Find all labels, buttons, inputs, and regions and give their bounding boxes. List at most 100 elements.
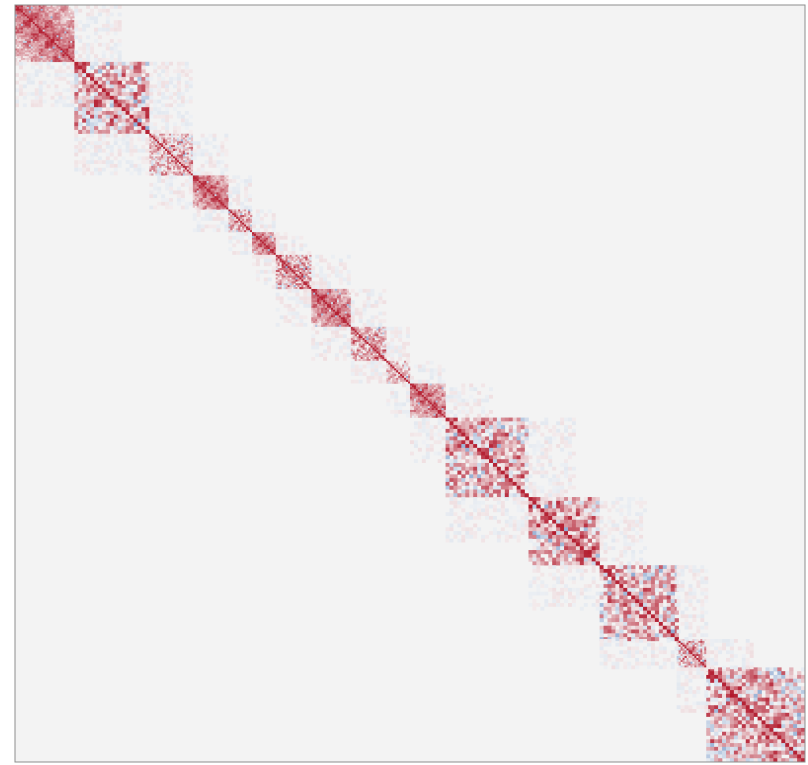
heatmap-cell <box>366 328 369 331</box>
heatmap-cell <box>46 18 49 21</box>
heatmap-cell <box>210 175 213 178</box>
heatmap-cell <box>504 474 510 479</box>
heatmap-cell <box>358 328 361 331</box>
heatmap-cell <box>305 256 308 259</box>
heatmap-cell <box>607 572 612 577</box>
heatmap-cell <box>285 256 288 259</box>
heatmap-cell <box>647 637 652 642</box>
heatmap-cell <box>58 22 61 25</box>
heatmap-cell <box>255 241 259 244</box>
heatmap-cell <box>453 474 458 479</box>
heatmap-cell <box>544 546 549 551</box>
heatmap-cell <box>611 629 616 634</box>
heatmap-cell <box>321 319 324 322</box>
heatmap-cell <box>129 129 134 134</box>
heatmap-cell <box>500 447 506 452</box>
heatmap-cell <box>595 512 600 517</box>
heatmap-cell <box>346 296 350 299</box>
heatmap-cell <box>226 192 229 195</box>
heatmap-cell <box>283 264 286 267</box>
heatmap-cell <box>643 614 648 619</box>
heatmap-cell <box>603 606 608 611</box>
heatmap-cell <box>129 69 134 74</box>
heatmap-cell <box>690 656 693 659</box>
heatmap-cell <box>36 10 39 13</box>
heatmap-cell <box>378 326 381 329</box>
heatmap-cell <box>595 504 600 509</box>
heatmap-cell <box>406 372 409 375</box>
heatmap-cell <box>48 35 51 38</box>
heatmap-cell <box>564 557 569 562</box>
heatmap-cell <box>40 37 43 40</box>
heatmap-cell <box>595 508 600 513</box>
heatmap-cell <box>449 417 454 422</box>
heatmap-cell <box>26 31 30 34</box>
heatmap-cell <box>433 383 436 386</box>
heatmap-cell <box>301 286 304 290</box>
heatmap-cell <box>238 218 241 222</box>
heatmap-cell <box>26 40 30 44</box>
heatmap-cell <box>291 264 294 267</box>
heatmap-cell <box>220 190 223 193</box>
heatmap-cell <box>384 330 387 333</box>
heatmap-cell <box>36 16 39 19</box>
heatmap-cell <box>20 31 24 34</box>
heatmap-cell <box>449 474 454 479</box>
heatmap-cell <box>202 192 205 195</box>
heatmap-cell <box>212 186 215 189</box>
heatmap-cell <box>101 129 107 134</box>
heatmap-cell <box>246 218 249 222</box>
heatmap-cell <box>161 162 164 165</box>
heatmap-cell <box>214 184 217 187</box>
heatmap-cell <box>54 35 57 38</box>
heatmap-cell <box>167 143 170 146</box>
heatmap-cell <box>165 148 168 152</box>
heatmap-cell <box>704 642 707 645</box>
heatmap-cell <box>332 290 336 293</box>
heatmap-cell <box>344 313 348 316</box>
heatmap-cell <box>188 167 192 170</box>
heatmap-cell <box>305 286 308 290</box>
heatmap-cell <box>141 69 146 74</box>
heatmap-cell <box>169 160 172 163</box>
heatmap-cell <box>301 273 304 276</box>
heatmap-cell <box>190 145 194 148</box>
heatmap-cell <box>48 48 51 51</box>
heatmap-cell <box>200 182 203 186</box>
heatmap-cell <box>171 160 174 163</box>
heatmap-cell <box>161 160 164 163</box>
heatmap-cell <box>224 177 227 180</box>
heatmap-cell <box>289 279 292 282</box>
heatmap-cell <box>303 260 306 263</box>
heatmap-cell <box>271 247 275 250</box>
heatmap-cell <box>224 199 227 203</box>
heatmap-cell <box>508 478 513 483</box>
heatmap-cell <box>568 534 573 539</box>
heatmap-cell <box>188 143 192 146</box>
heatmap-cell <box>22 33 26 36</box>
heatmap-cell <box>415 410 419 413</box>
heatmap-cell <box>398 375 401 379</box>
heatmap-cell <box>173 158 176 161</box>
heatmap-cell <box>595 527 600 532</box>
heatmap-cell <box>165 162 168 165</box>
heatmap-cell <box>105 99 111 104</box>
heatmap-cell <box>650 591 656 596</box>
heatmap-cell <box>429 394 433 398</box>
heatmap-cell <box>443 402 446 405</box>
heatmap-cell <box>66 14 69 17</box>
heatmap-cell <box>485 428 490 433</box>
heatmap-cell <box>512 478 517 483</box>
heatmap-cell <box>419 391 423 394</box>
heatmap-cell <box>682 638 685 642</box>
heatmap-cell <box>190 160 194 163</box>
heatmap-cell <box>273 251 276 254</box>
heatmap-cell <box>212 194 215 197</box>
heatmap-cell <box>149 133 152 136</box>
heatmap-cell <box>167 135 170 138</box>
heatmap-cell <box>125 73 130 78</box>
heatmap-cell <box>192 190 196 193</box>
heatmap-cell <box>350 349 354 352</box>
heatmap-cell <box>94 126 99 131</box>
heatmap-cell <box>244 216 247 220</box>
